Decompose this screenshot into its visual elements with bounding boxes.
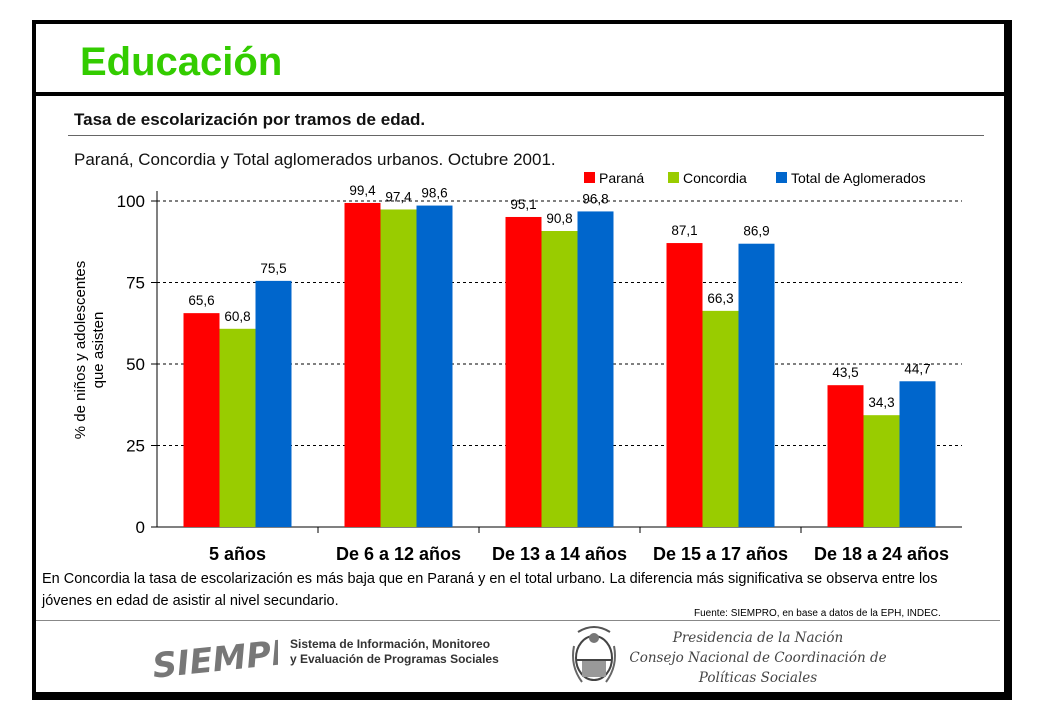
- bar: [505, 216, 542, 527]
- y-tick-label: 0: [136, 518, 145, 537]
- legend-label: Total de Aglomerados: [791, 170, 926, 186]
- x-tick-label: De 15 a 17 años: [653, 544, 788, 564]
- national-seal-icon: [572, 626, 616, 683]
- sistema-line1: Sistema de Información, Monitoreo: [290, 637, 491, 651]
- data-label: 87,1: [671, 223, 697, 238]
- footer-divider: [36, 620, 1000, 621]
- legend-swatch: [776, 172, 787, 183]
- y-tick-label: 100: [117, 192, 145, 211]
- y-tick-label: 75: [126, 274, 145, 293]
- bar: [416, 205, 453, 527]
- bar: [380, 209, 417, 527]
- sistema-line2: y Evaluación de Programas Sociales: [290, 652, 499, 666]
- siempro-logo: SIEMPRO: [151, 629, 278, 687]
- data-label: 97,4: [385, 189, 412, 204]
- sistema-text: Sistema de Información, Monitoreo y Eval…: [290, 637, 499, 667]
- y-tick-label: 25: [126, 437, 145, 456]
- chart-subtitle: Paraná, Concordia y Total aglomerados ur…: [74, 150, 556, 169]
- chart-title: Tasa de escolarización por tramos de eda…: [74, 110, 426, 129]
- siempro-logo-text: SIEMPRO: [151, 629, 278, 687]
- bar: [738, 243, 775, 527]
- legend-label: Concordia: [683, 170, 747, 186]
- y-tick-label: 50: [126, 355, 145, 374]
- data-label: 66,3: [707, 291, 733, 306]
- data-label: 34,3: [868, 395, 894, 410]
- bar: [827, 385, 864, 527]
- data-label: 90,8: [546, 211, 572, 226]
- bar: [666, 243, 703, 527]
- pres-line2: Consejo Nacional de Coordinación de: [629, 650, 887, 666]
- pres-line3: Políticas Sociales: [698, 670, 818, 686]
- legend-swatch: [584, 172, 595, 183]
- bar: [183, 313, 220, 527]
- x-tick-label: De 6 a 12 años: [336, 544, 461, 564]
- legend-label: Paraná: [599, 170, 644, 186]
- x-tick-label: De 18 a 24 años: [814, 544, 949, 564]
- page-title: Educación: [80, 40, 283, 84]
- data-label: 86,9: [743, 224, 769, 239]
- subtitle-divider: [68, 135, 984, 136]
- bar: [899, 381, 936, 527]
- bar: [541, 230, 578, 527]
- data-label: 99,4: [349, 183, 376, 198]
- data-label: 65,6: [188, 293, 214, 308]
- bar: [344, 202, 381, 527]
- data-label: 60,8: [224, 309, 250, 324]
- chart-note: En Concordia la tasa de escolarización e…: [42, 571, 938, 609]
- bar: [702, 310, 739, 527]
- x-tick-label: De 13 a 14 años: [492, 544, 627, 564]
- legend-swatch: [668, 172, 679, 183]
- source-note: Fuente: SIEMPRO, en base a datos de la E…: [694, 608, 941, 619]
- data-label: 43,5: [832, 365, 858, 380]
- data-label: 98,6: [421, 186, 447, 201]
- bar: [255, 280, 292, 527]
- x-tick-label: 5 años: [209, 544, 266, 564]
- pres-line1: Presidencia de la Nación: [672, 630, 844, 646]
- data-label: 75,5: [260, 261, 286, 276]
- data-label: 96,8: [582, 191, 608, 206]
- data-label: 95,1: [510, 197, 536, 212]
- bar: [219, 328, 256, 527]
- bar: [863, 415, 900, 527]
- title-divider: [36, 92, 1012, 96]
- data-label: 44,7: [904, 361, 930, 376]
- bar: [577, 211, 614, 527]
- presidencia-text: Presidencia de la Nación Consejo Naciona…: [628, 628, 888, 688]
